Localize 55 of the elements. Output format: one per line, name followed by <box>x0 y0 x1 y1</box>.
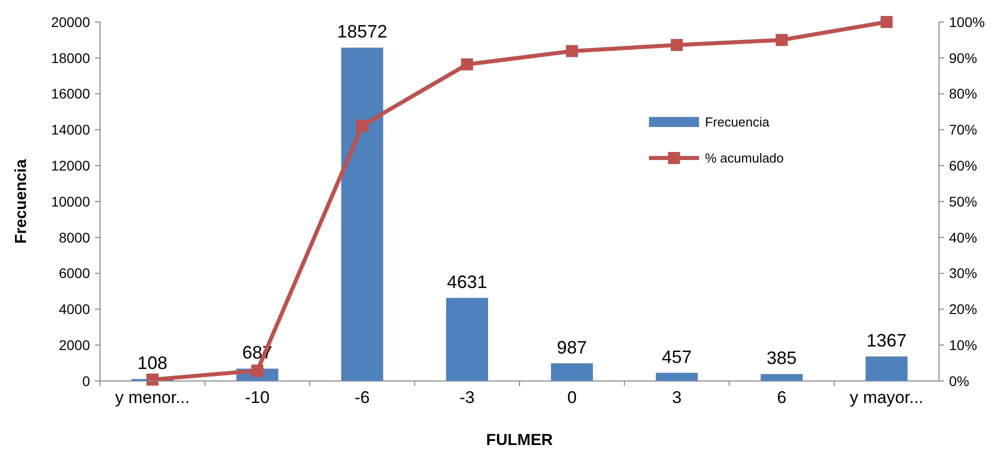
y-tick-label: 2000 <box>58 337 90 353</box>
y2-tick-label: 40% <box>949 229 978 246</box>
data-label: 1367 <box>866 330 907 350</box>
y-tick-label: 4000 <box>58 301 90 318</box>
y-tick-label: 10000 <box>51 193 90 210</box>
x-tick-label: 0 <box>567 388 577 407</box>
y2-tick-label: 80% <box>949 86 978 102</box>
x-tick-label: y menor... <box>115 388 190 407</box>
bar <box>446 298 488 381</box>
point <box>566 45 578 58</box>
point <box>776 34 788 46</box>
data-label: 987 <box>556 337 587 358</box>
y-tick-label: 0 <box>82 372 90 389</box>
data-label: 18572 <box>337 22 388 42</box>
x-tick-label: -3 <box>460 388 475 407</box>
x-tick-label: 3 <box>672 388 682 407</box>
y-tick-label: 18000 <box>51 50 90 66</box>
point <box>670 38 683 51</box>
y2-tick-label: 10% <box>949 337 978 353</box>
y2-tick-label: 60% <box>949 158 978 174</box>
bar <box>866 356 908 381</box>
point <box>251 364 264 377</box>
data-label: 4631 <box>447 272 488 292</box>
data-label: 385 <box>766 348 797 368</box>
x-tick-label: y mayor... <box>850 388 924 407</box>
data-label: 108 <box>137 353 168 374</box>
y-tick-label: 12000 <box>51 158 90 174</box>
y-axis-title: Frecuencia <box>13 159 30 244</box>
x-tick-label: -6 <box>354 388 370 407</box>
x-tick-label: 6 <box>776 388 786 407</box>
y2-tick-label: 70% <box>949 122 978 138</box>
y2-tick-label: 90% <box>949 50 978 66</box>
y-tick-label: 6000 <box>58 265 90 282</box>
x-axis-title: FULMER <box>486 432 554 449</box>
point <box>146 374 158 386</box>
y2-tick-label: 30% <box>949 265 978 282</box>
point <box>356 119 368 132</box>
legend-label: % acumulado <box>705 150 784 166</box>
point <box>880 16 893 28</box>
bar <box>760 374 803 381</box>
y-tick-label: 16000 <box>51 86 90 102</box>
y-tick-label: 8000 <box>58 229 90 246</box>
bar <box>656 372 698 381</box>
bar <box>550 363 593 381</box>
data-label: 457 <box>662 346 692 367</box>
point <box>461 58 474 70</box>
x-tick-label: -10 <box>245 388 270 407</box>
y2-tick-label: 100% <box>949 14 985 30</box>
bar <box>341 48 384 381</box>
y2-tick-label: 20% <box>949 301 978 318</box>
legend-label: Frecuencia <box>705 114 770 130</box>
y-tick-label: 14000 <box>51 122 90 138</box>
y2-tick-label: 50% <box>949 193 978 210</box>
y2-tick-label: 0% <box>949 372 970 389</box>
y-tick-label: 20000 <box>51 14 90 30</box>
